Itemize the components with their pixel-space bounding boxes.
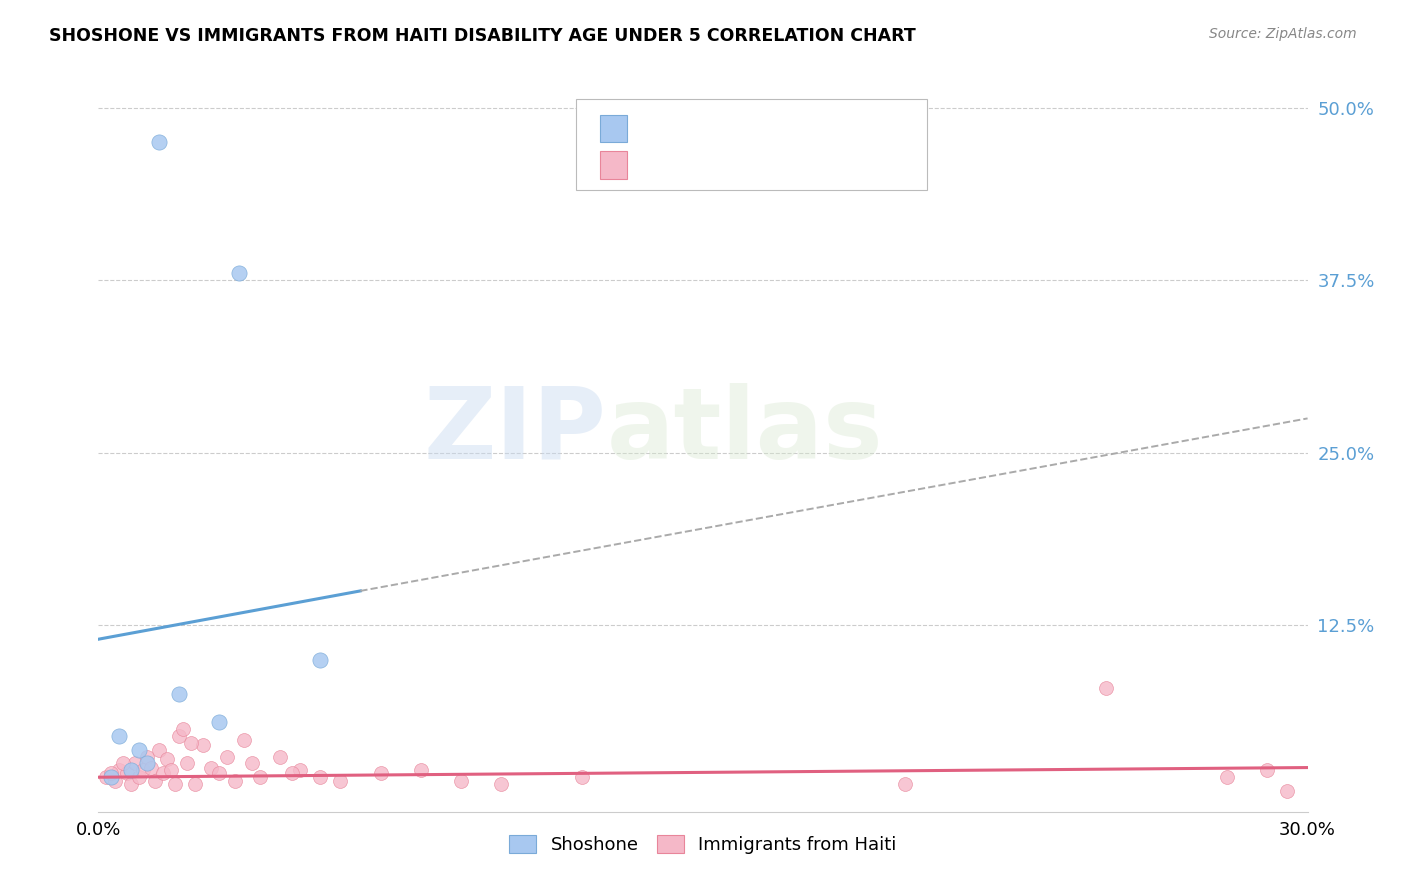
Point	[200, 760, 222, 774]
Point	[128, 770, 150, 784]
Point	[120, 764, 142, 778]
Point	[124, 756, 146, 771]
Point	[120, 777, 142, 791]
Point	[249, 770, 271, 784]
Point	[100, 770, 122, 784]
FancyBboxPatch shape	[600, 152, 627, 179]
Point	[224, 774, 246, 789]
Point	[1095, 681, 1118, 695]
Point	[107, 764, 129, 778]
Point	[1277, 784, 1299, 798]
Text: ZIP: ZIP	[423, 383, 606, 480]
Point	[143, 774, 166, 789]
Point	[893, 777, 915, 791]
Point	[269, 749, 291, 764]
Point	[329, 774, 352, 789]
Point	[217, 749, 239, 764]
Point	[172, 722, 194, 736]
Point	[1256, 764, 1278, 778]
Point	[132, 764, 155, 778]
Point	[148, 136, 170, 150]
Point	[232, 733, 254, 747]
Point	[107, 729, 129, 743]
Point	[193, 739, 215, 753]
Point	[240, 756, 263, 771]
Text: Source: ZipAtlas.com: Source: ZipAtlas.com	[1209, 27, 1357, 41]
FancyBboxPatch shape	[576, 99, 927, 190]
Point	[309, 770, 332, 784]
Point	[167, 729, 190, 743]
Point	[208, 766, 231, 780]
FancyBboxPatch shape	[600, 115, 627, 143]
Text: R = 0.081   N = 46: R = 0.081 N = 46	[637, 156, 821, 174]
Legend: Shoshone, Immigrants from Haiti: Shoshone, Immigrants from Haiti	[502, 828, 904, 861]
Point	[184, 777, 207, 791]
Point	[409, 764, 432, 778]
Point	[176, 756, 198, 771]
Point	[156, 752, 179, 766]
Text: atlas: atlas	[606, 383, 883, 480]
Point	[128, 742, 150, 756]
Text: SHOSHONE VS IMMIGRANTS FROM HAITI DISABILITY AGE UNDER 5 CORRELATION CHART: SHOSHONE VS IMMIGRANTS FROM HAITI DISABI…	[49, 27, 915, 45]
Point	[450, 774, 472, 789]
Point	[1216, 770, 1239, 784]
Point	[309, 653, 332, 667]
Point	[135, 749, 157, 764]
Point	[163, 777, 186, 791]
Point	[148, 742, 170, 756]
Point	[103, 774, 125, 789]
Point	[160, 764, 183, 778]
Point	[96, 770, 118, 784]
Text: R = 0.074   N = 10: R = 0.074 N = 10	[637, 120, 821, 137]
Point	[115, 766, 138, 780]
Point	[167, 687, 190, 701]
Point	[139, 760, 162, 774]
Point	[281, 766, 304, 780]
Point	[288, 764, 311, 778]
Point	[370, 766, 392, 780]
Point	[152, 766, 174, 780]
Point	[228, 267, 250, 281]
Point	[135, 756, 157, 771]
Point	[491, 777, 513, 791]
Point	[208, 714, 231, 729]
Point	[100, 766, 122, 780]
Point	[571, 770, 593, 784]
Point	[111, 756, 134, 771]
Point	[180, 736, 202, 750]
